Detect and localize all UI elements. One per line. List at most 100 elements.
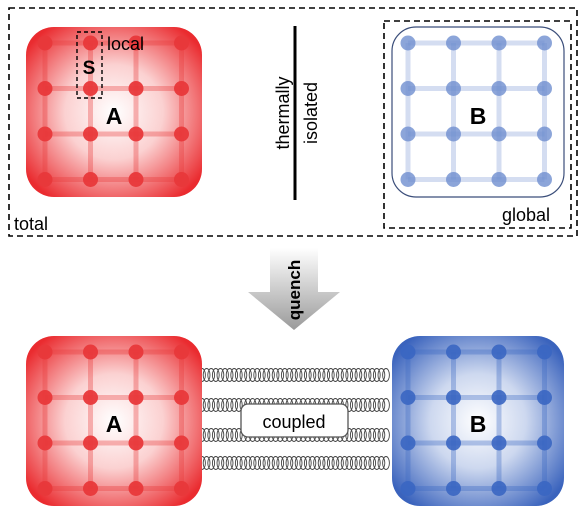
spring-coil [294,456,303,470]
spring-coil [349,428,358,442]
local-label: local [107,34,144,54]
lattice-site [128,126,144,142]
spring-coil [349,398,358,412]
lattice-site [37,481,53,496]
lattice-site [491,435,507,451]
lattice-site [37,35,53,51]
spring-coil [372,368,381,382]
quench-label: quench [285,260,304,320]
spring-coil [239,456,248,470]
lattice-site [128,390,144,405]
spring-coil [349,368,358,382]
spring-coil [257,368,266,382]
spring-coil [372,398,381,412]
lattice-site [400,390,416,405]
lattice-site [491,481,507,496]
spring-coil [294,368,303,382]
lattice-site [537,172,552,187]
spring-coil [308,456,317,470]
spring-coil [239,368,248,382]
spring-coil [363,368,372,382]
lattice-site [83,172,98,187]
system-a-lattice [37,344,189,496]
lattice-site [491,172,507,187]
spring-coil [244,368,252,382]
spring-coil [230,368,239,382]
spring-coil [280,368,289,382]
system-a-bottom: A [26,336,202,506]
spring-coil [354,428,363,442]
system-a-lattice [37,35,189,187]
lattice-site [174,435,189,451]
lattice-site [446,81,461,96]
system-b-lattice [400,344,552,496]
lattice-site [83,390,98,405]
isolated-label: isolated [301,82,321,144]
coupled-label-box [240,403,349,438]
lattice-site [491,81,507,96]
spring-coil [216,368,225,382]
spring-coil [363,456,372,470]
spring-coil [331,456,340,470]
spring-coil [354,398,363,412]
thermally-label: thermally [273,76,293,149]
lattice-site [174,344,189,360]
spring-coil [354,368,363,382]
system-a-box [26,336,202,506]
spring-coil [313,456,321,470]
spring-coil [340,456,349,470]
total-system-frame [8,7,578,237]
lattice-site [491,35,507,51]
spring-coil [345,368,354,382]
lattice-site [537,35,552,51]
spring-coil [267,368,275,382]
spring-coil [290,368,298,382]
lattice-site [37,126,53,142]
spring-coil [336,456,344,470]
lattice-site [537,481,552,496]
global-label: global [502,205,550,225]
lattice-site [128,481,144,496]
spring-coil [225,428,234,442]
lattice-site [174,35,189,51]
spring-coil [290,456,298,470]
system-b-box [391,26,565,198]
spring-coil [253,368,262,382]
system-a-label: A [106,411,123,437]
spring-coil [234,428,243,442]
bottom-panel: A B coupled [26,336,564,506]
system-b-label: B [470,103,487,129]
spring-coil [340,368,349,382]
arrow-shape [248,248,340,330]
spring-coil [372,428,381,442]
spring-coil [382,456,390,470]
spring-coil [230,456,239,470]
lattice-site [446,126,461,142]
spring-coil [372,456,381,470]
local-subsystem-frame [76,31,103,99]
lattice-site [37,172,53,187]
spring-coil [368,456,377,470]
spring-coil [308,368,317,382]
spring-coil [359,456,367,470]
spring-coil [331,368,340,382]
total-label: total [14,214,48,234]
spring-coil [244,456,252,470]
lattice-site [83,35,98,51]
spring-coil [326,368,335,382]
spring-coil [276,456,285,470]
spring-coil [345,398,354,412]
system-b-box [392,336,564,506]
spring-coil [230,398,239,412]
spring-coil [207,456,216,470]
spring-coil [299,456,308,470]
spring-coil [313,368,321,382]
spring-coil [382,368,390,382]
spring-coil [248,456,257,470]
lattice-site [174,81,189,96]
lattice-site [537,81,552,96]
lattice-site [128,344,144,360]
spring-coil [234,398,243,412]
spring-coil [225,368,234,382]
